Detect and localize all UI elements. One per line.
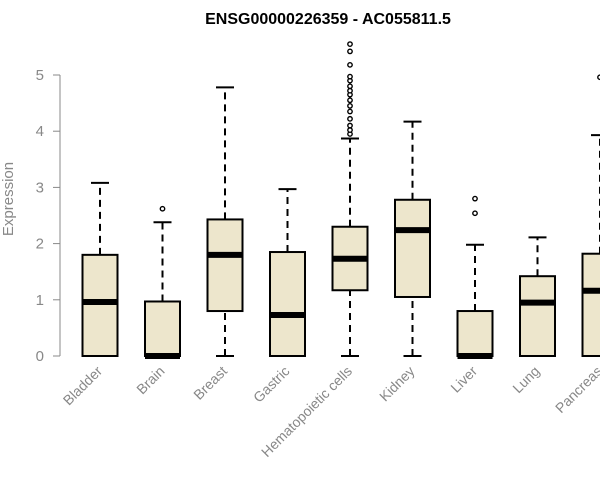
box-2 [206, 86, 244, 357]
outlier-point [347, 122, 353, 129]
y-tick-label: 4 [36, 123, 44, 140]
outlier-point [347, 73, 353, 80]
box-iqr [394, 198, 431, 298]
outlier-point [347, 83, 353, 90]
y-tick-label: 1 [36, 292, 44, 309]
outlier-point [347, 108, 353, 115]
box-iqr [269, 251, 306, 357]
box-4 [331, 41, 369, 357]
box-6 [456, 195, 494, 359]
outlier-point [347, 41, 353, 47]
box-5 [394, 120, 431, 357]
box-iqr [206, 218, 244, 313]
y-tick-label: 5 [36, 67, 44, 84]
outlier-point [347, 115, 353, 122]
outlier-point [347, 61, 353, 68]
outlier-point [347, 87, 353, 94]
box-iqr [581, 252, 600, 357]
y-axis: 0 1 2 3 4 5 [36, 67, 61, 365]
x-category-label: Bladder [60, 363, 106, 409]
x-category-label: Liver [447, 363, 480, 396]
box-iqr [456, 310, 494, 358]
box-iqr [519, 275, 556, 358]
outlier-point [347, 127, 353, 133]
x-category-label: Gastric [250, 363, 293, 406]
box-iqr [81, 253, 119, 357]
x-category-label: Breast [190, 363, 230, 403]
outlier-point [347, 103, 353, 109]
y-axis-label: Expression [0, 162, 17, 236]
outlier-point [347, 48, 353, 55]
box-iqr [144, 300, 181, 357]
box-3 [269, 188, 306, 357]
outlier-point [472, 210, 478, 217]
y-tick-label: 3 [36, 179, 44, 196]
x-category-label: Pancreas [552, 363, 600, 416]
x-category-label: Brain [133, 363, 167, 397]
chart-title: ENSG00000226359 - AC055811.5 [205, 11, 451, 28]
box-0 [81, 181, 119, 357]
box-1 [144, 205, 181, 359]
boxes-group [81, 41, 600, 359]
outlier-point [159, 205, 166, 212]
box-7 [519, 236, 556, 358]
box-8 [581, 74, 600, 357]
y-tick-label: 2 [36, 236, 44, 253]
x-category-label: Kidney [376, 363, 418, 405]
outlier-point [472, 195, 478, 202]
outlier-point [347, 97, 353, 104]
x-category-label: Lung [509, 363, 542, 396]
y-tick-label: 0 [36, 348, 44, 365]
